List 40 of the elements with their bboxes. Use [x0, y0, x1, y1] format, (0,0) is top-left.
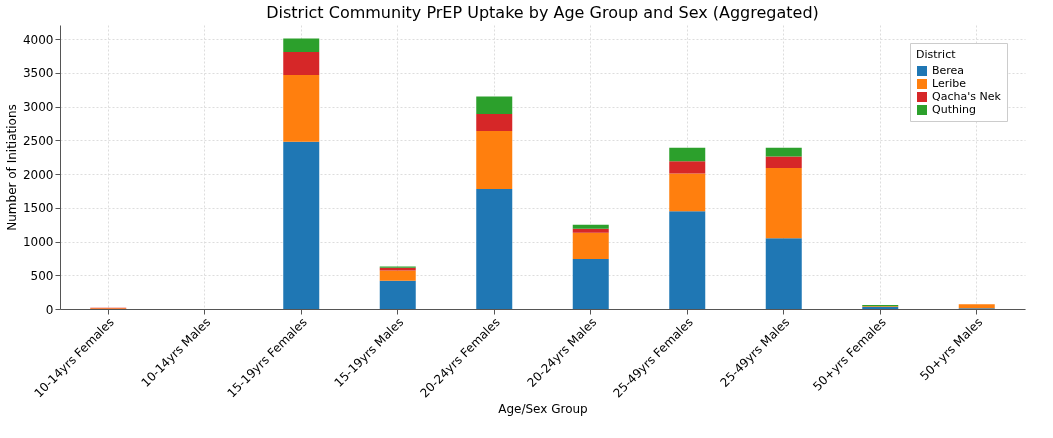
legend-label: Quthing [932, 103, 976, 116]
bar [476, 114, 513, 131]
y-tick-label: 3000 [22, 100, 54, 115]
chart-title: District Community PrEP Uptake by Age Group and Sex (Aggregated) [266, 3, 819, 22]
bar [379, 280, 416, 309]
y-tick-label: 500 [30, 268, 54, 283]
bar [283, 51, 320, 75]
y-axis-title: Number of Initiations [4, 104, 19, 231]
x-axis-title: Age/Sex Group [498, 401, 588, 416]
bar [958, 304, 995, 309]
bar [669, 147, 706, 162]
legend-label: Leribe [932, 77, 967, 90]
y-tick-label: 1000 [22, 235, 54, 250]
bar [669, 173, 706, 212]
y-tick-label: 1500 [22, 201, 54, 216]
bar [283, 74, 320, 142]
bar [283, 141, 320, 309]
bar [765, 147, 802, 157]
bar [765, 238, 802, 309]
legend-label: Qacha's Nek [932, 90, 1002, 103]
bar [669, 161, 706, 174]
bar [572, 259, 609, 309]
bar [572, 228, 609, 233]
bar [765, 168, 802, 239]
legend-label: Berea [932, 64, 965, 77]
y-tick-label: 4000 [22, 32, 54, 47]
bar [283, 38, 320, 52]
bar [476, 96, 513, 115]
bar [379, 270, 416, 281]
y-tick-label: 3500 [22, 66, 54, 81]
bar [572, 224, 609, 229]
bar [476, 188, 513, 309]
y-tick-label: 2500 [22, 133, 54, 148]
bar [669, 211, 706, 309]
bar [572, 232, 609, 260]
y-tick-label: 0 [45, 302, 54, 317]
bar [765, 156, 802, 169]
legend-title: District [916, 48, 957, 61]
y-tick-label: 2000 [22, 167, 54, 182]
bar [476, 130, 513, 189]
